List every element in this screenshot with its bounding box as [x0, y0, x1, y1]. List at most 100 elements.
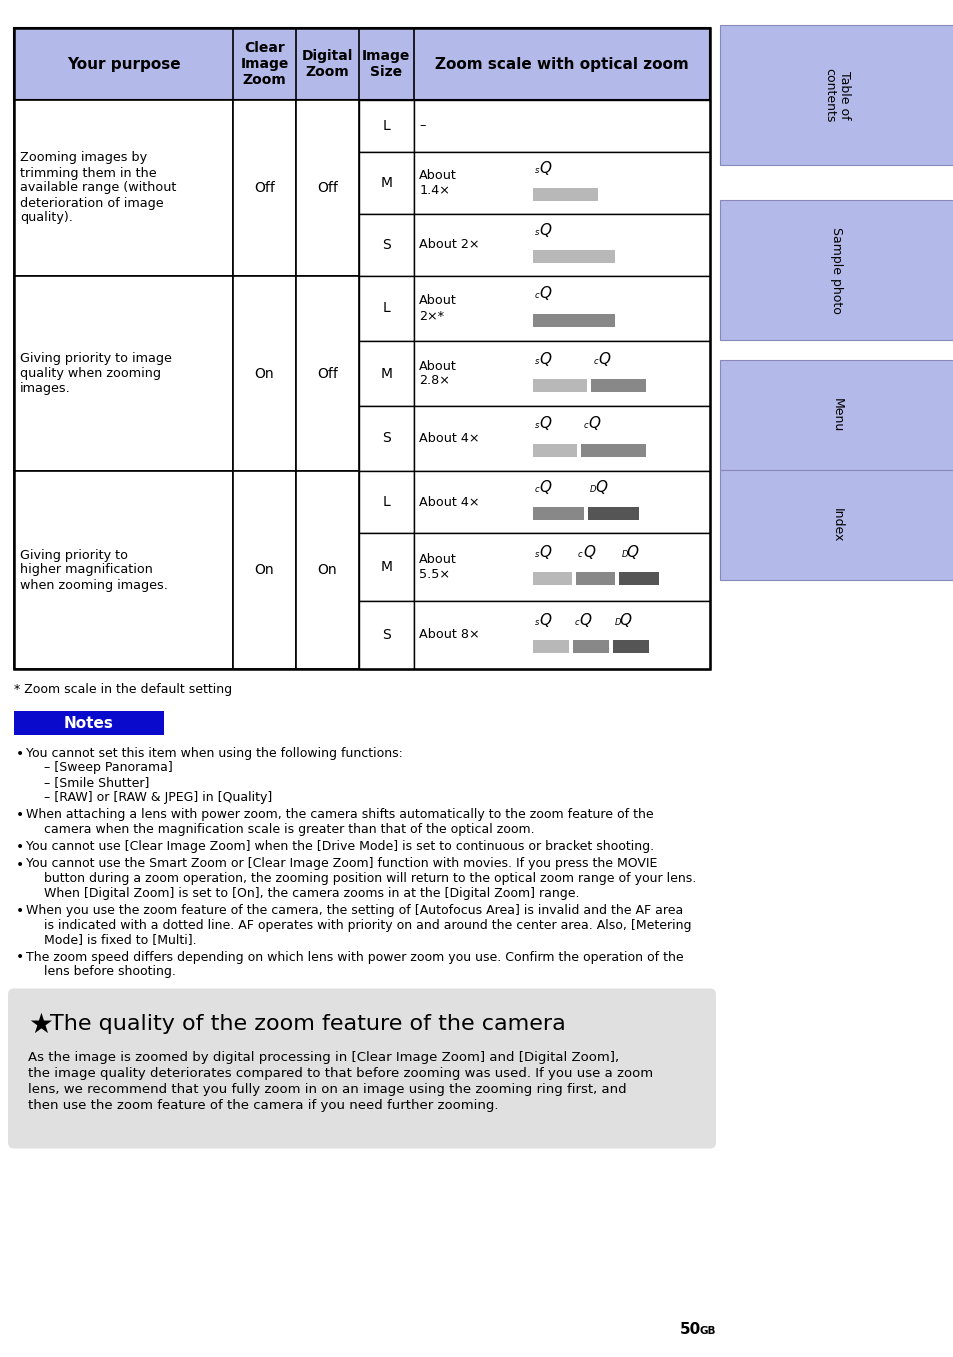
Bar: [576, 573, 615, 585]
Text: c: c: [534, 292, 538, 300]
Text: –: –: [418, 119, 425, 133]
Text: •: •: [16, 746, 24, 761]
Text: ★: ★: [28, 1011, 52, 1038]
Bar: [572, 641, 608, 653]
Text: D: D: [589, 484, 596, 494]
Bar: [532, 379, 587, 392]
Text: M: M: [380, 366, 392, 380]
Bar: [414, 275, 709, 341]
Bar: [14, 471, 233, 669]
Text: •: •: [16, 950, 24, 965]
Bar: [358, 100, 414, 152]
Bar: [414, 214, 709, 275]
Text: M: M: [380, 560, 392, 574]
Text: then use the zoom feature of the camera if you need further zooming.: then use the zoom feature of the camera …: [28, 1099, 498, 1111]
Text: Clear
Image
Zoom: Clear Image Zoom: [240, 41, 289, 87]
Text: Q: Q: [539, 613, 551, 628]
Bar: [720, 199, 953, 341]
Text: Q: Q: [539, 351, 551, 366]
Text: camera when the magnification scale is greater than that of the optical zoom.: camera when the magnification scale is g…: [44, 822, 534, 836]
Bar: [14, 28, 709, 669]
Text: – [Sweep Panorama]: – [Sweep Panorama]: [44, 761, 172, 775]
Text: Q: Q: [626, 546, 638, 560]
Bar: [720, 24, 953, 166]
Text: s: s: [534, 166, 538, 175]
Text: D: D: [620, 550, 627, 559]
Bar: [358, 275, 414, 341]
Bar: [358, 152, 414, 214]
Bar: [295, 275, 358, 471]
Text: When [Digital Zoom] is set to [On], the camera zooms in at the [Digital Zoom] ra: When [Digital Zoom] is set to [On], the …: [44, 886, 578, 900]
Text: c: c: [578, 550, 582, 559]
Text: •: •: [16, 807, 24, 822]
Text: L: L: [382, 495, 390, 509]
Text: s: s: [534, 357, 538, 365]
Text: Off: Off: [316, 366, 337, 380]
Text: Q: Q: [595, 480, 606, 495]
Text: •: •: [16, 904, 24, 917]
Bar: [587, 508, 639, 520]
Bar: [720, 470, 953, 579]
Bar: [414, 406, 709, 471]
Text: About 4×: About 4×: [418, 495, 479, 509]
Text: Table of
contents: Table of contents: [822, 68, 850, 122]
Text: Off: Off: [253, 180, 274, 195]
Text: Menu: Menu: [830, 398, 842, 432]
Text: Image
Size: Image Size: [362, 49, 410, 79]
Bar: [358, 533, 414, 601]
Text: c: c: [593, 357, 598, 365]
Text: You cannot use [Clear Image Zoom] when the [Drive Mode] is set to continuous or : You cannot use [Clear Image Zoom] when t…: [26, 840, 654, 854]
Text: D: D: [614, 617, 620, 627]
Text: Your purpose: Your purpose: [67, 57, 180, 72]
Bar: [532, 444, 577, 456]
Bar: [295, 471, 358, 669]
Text: s: s: [534, 228, 538, 237]
Text: s: s: [534, 617, 538, 627]
Text: M: M: [380, 176, 392, 190]
Text: Q: Q: [618, 613, 631, 628]
Text: GB: GB: [700, 1326, 716, 1337]
Bar: [233, 100, 295, 275]
Text: When attaching a lens with power zoom, the camera shifts automatically to the zo: When attaching a lens with power zoom, t…: [26, 807, 653, 821]
Text: Q: Q: [539, 223, 551, 237]
Text: Giving priority to image
quality when zooming
images.: Giving priority to image quality when zo…: [20, 351, 172, 395]
Bar: [14, 100, 233, 275]
Bar: [414, 601, 709, 669]
Text: Q: Q: [578, 613, 591, 628]
Bar: [233, 471, 295, 669]
Text: About 4×: About 4×: [418, 432, 479, 445]
Text: About 8×: About 8×: [418, 628, 479, 642]
Bar: [532, 573, 572, 585]
Text: Q: Q: [587, 417, 599, 432]
Bar: [358, 601, 414, 669]
Text: Giving priority to
higher magnification
when zooming images.: Giving priority to higher magnification …: [20, 548, 168, 592]
Bar: [532, 250, 615, 263]
Text: Index: Index: [830, 508, 842, 543]
Text: About 2×: About 2×: [418, 239, 479, 251]
Text: About
5.5×: About 5.5×: [418, 554, 456, 581]
Text: When you use the zoom feature of the camera, the setting of [Autofocus Area] is : When you use the zoom feature of the cam…: [26, 904, 682, 917]
Text: You cannot set this item when using the following functions:: You cannot set this item when using the …: [26, 746, 402, 760]
Bar: [14, 275, 233, 471]
Text: Q: Q: [539, 546, 551, 560]
Bar: [612, 641, 648, 653]
Text: About
2.8×: About 2.8×: [418, 360, 456, 388]
Text: S: S: [381, 628, 391, 642]
Bar: [358, 214, 414, 275]
Text: About
2×*: About 2×*: [418, 294, 456, 323]
Text: button during a zoom operation, the zooming position will return to the optical : button during a zoom operation, the zoom…: [44, 873, 696, 885]
Text: lens, we recommend that you fully zoom in on an image using the zooming ring fir: lens, we recommend that you fully zoom i…: [28, 1083, 626, 1095]
Bar: [414, 341, 709, 406]
Bar: [358, 471, 414, 533]
Text: Sample photo: Sample photo: [830, 227, 842, 313]
Text: The quality of the zoom feature of the camera: The quality of the zoom feature of the c…: [50, 1015, 565, 1034]
Text: On: On: [254, 563, 274, 577]
Text: Q: Q: [582, 546, 595, 560]
Text: As the image is zoomed by digital processing in [Clear Image Zoom] and [Digital : As the image is zoomed by digital proces…: [28, 1050, 618, 1064]
Text: S: S: [381, 432, 391, 445]
Text: Q: Q: [539, 286, 551, 301]
Text: 50: 50: [679, 1323, 700, 1338]
Text: lens before shooting.: lens before shooting.: [44, 965, 175, 978]
Text: The zoom speed differs depending on which lens with power zoom you use. Confirm : The zoom speed differs depending on whic…: [26, 950, 683, 963]
Text: c: c: [534, 484, 538, 494]
